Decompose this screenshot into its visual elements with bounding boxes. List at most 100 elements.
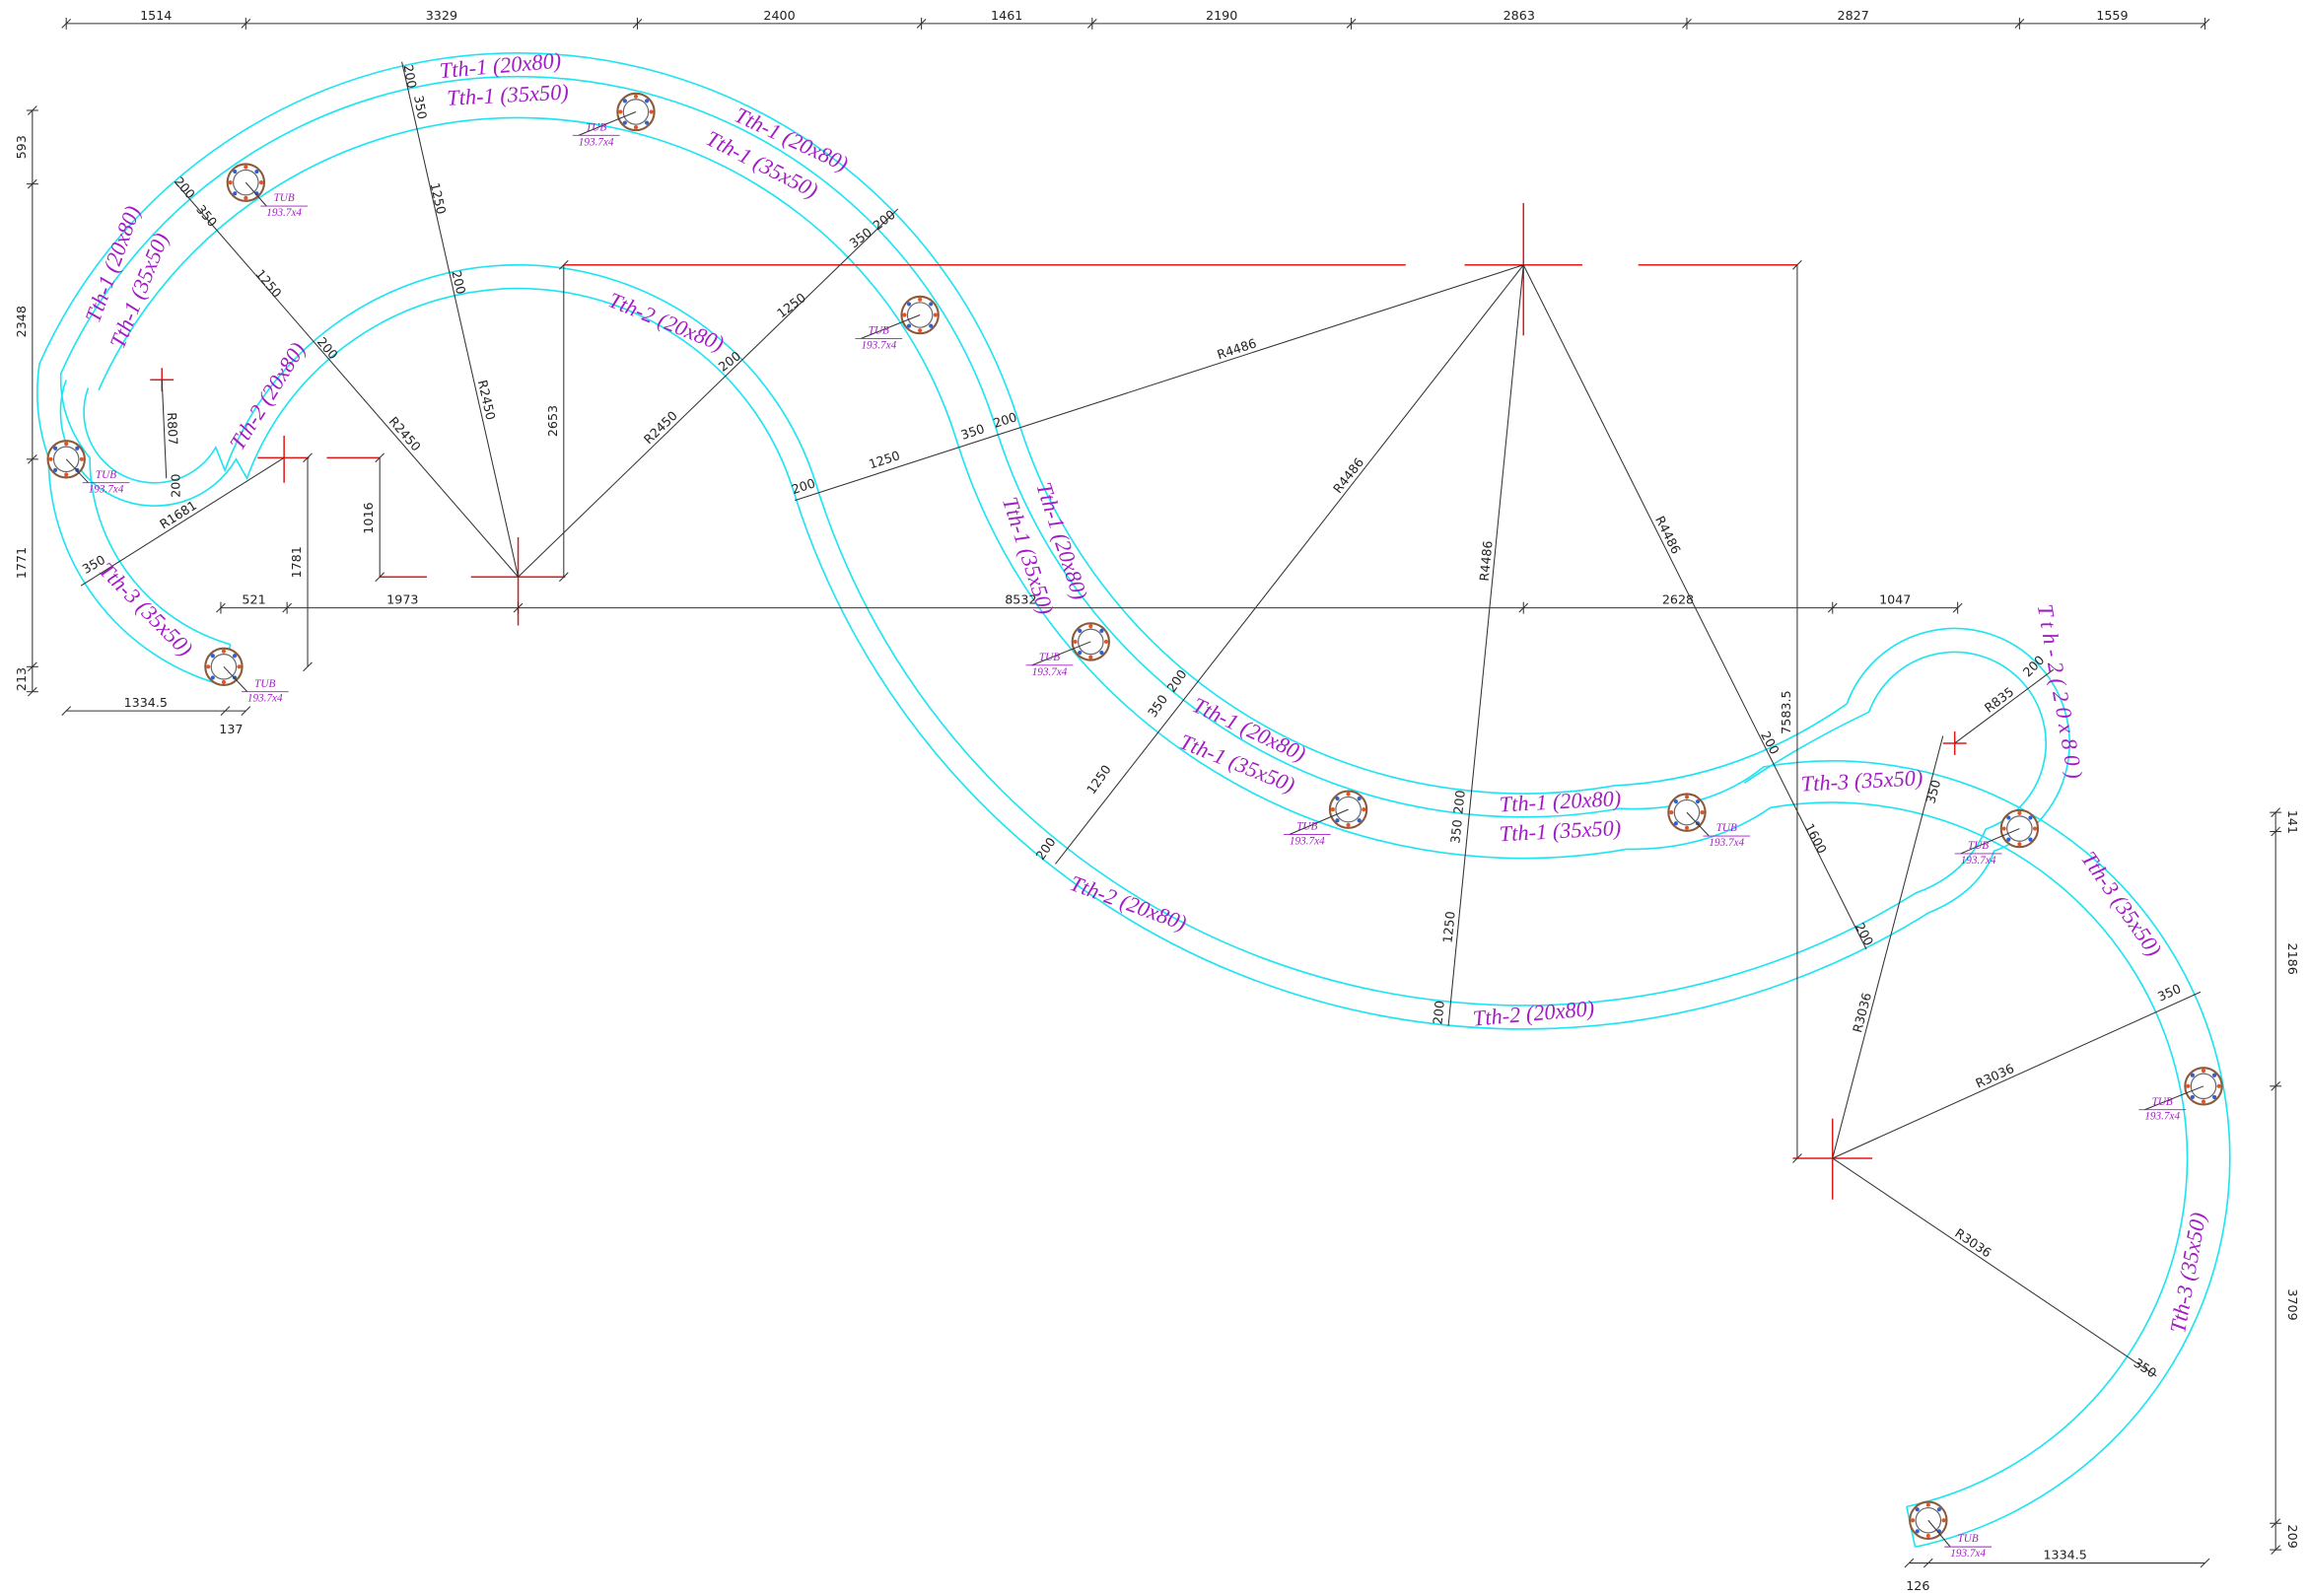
column-size: 193.7x4 xyxy=(1709,837,1744,849)
rebar xyxy=(1346,792,1350,796)
dimension-label: 7583.5 xyxy=(1779,690,1793,733)
column-size: 193.7x4 xyxy=(2144,1111,2180,1123)
dimension-label: 1461 xyxy=(991,8,1022,23)
beam-label: Tth-2 (20x80) xyxy=(1067,870,1190,936)
rebar xyxy=(2212,1074,2216,1077)
rebar xyxy=(1078,651,1082,655)
column-size: 193.7x4 xyxy=(861,339,896,351)
rebar xyxy=(1696,799,1700,803)
radius-line xyxy=(176,184,518,578)
dimension-label: 593 xyxy=(14,135,29,159)
rebar xyxy=(1358,818,1362,822)
rebar xyxy=(1331,807,1335,811)
rebar xyxy=(211,654,215,658)
rebar xyxy=(211,675,215,679)
rebar xyxy=(907,302,911,306)
rebar xyxy=(80,457,84,461)
rebar xyxy=(1104,640,1108,644)
dimension-label: 126 xyxy=(1906,1578,1929,1593)
rebar xyxy=(1099,651,1103,655)
segment-label: 350 xyxy=(2132,1355,2159,1381)
dimension-label: 1334.5 xyxy=(2043,1548,2086,1562)
radius-line xyxy=(1833,1158,2156,1376)
beam-label: Tth-3 (35x50) xyxy=(2076,847,2166,961)
segment-label: 350 xyxy=(959,421,987,443)
rebar xyxy=(918,298,922,302)
rebar xyxy=(2033,826,2037,830)
dimension-label: 209 xyxy=(2285,1525,2300,1549)
beam-label: Tth-1 (35x50) xyxy=(1499,815,1622,846)
rebar xyxy=(259,180,263,184)
rebar xyxy=(618,109,622,113)
segment-label: 350 xyxy=(411,95,430,120)
dimension-label: 3709 xyxy=(2285,1288,2300,1320)
beam-label: Tth-3 (35x50) xyxy=(2165,1211,2210,1335)
beam-label: Tth-2 (20x80) xyxy=(605,288,728,357)
rebar xyxy=(222,680,226,684)
segment-label: 350 xyxy=(2155,981,2183,1005)
segment-label: 1250 xyxy=(774,290,808,320)
beam-label: Tth-1 (20x80) xyxy=(1499,786,1622,816)
rebar xyxy=(1701,810,1705,814)
dimension-label: 1047 xyxy=(1879,592,1911,607)
rebar xyxy=(2028,815,2032,819)
beam-edge xyxy=(99,117,2187,1506)
beam-edge xyxy=(61,77,2230,1548)
segment-label: 1250 xyxy=(1439,911,1457,944)
rebar xyxy=(1362,807,1365,811)
rebar xyxy=(53,468,57,472)
column-size: 193.7x4 xyxy=(579,136,614,148)
radius-label: R807 xyxy=(165,412,180,446)
dimension-label: 2190 xyxy=(1206,8,1237,23)
rebar xyxy=(1685,795,1689,798)
rebar xyxy=(1099,629,1103,633)
radius-label: R4486 xyxy=(1652,514,1684,556)
column-size: 193.7x4 xyxy=(1961,855,1996,867)
dimension-label: 2400 xyxy=(763,8,795,23)
rebar xyxy=(75,447,79,451)
page: Beam layout drawing {"dimensions": { "to… xyxy=(0,0,2308,1596)
segment-label: 200 xyxy=(449,269,468,296)
dimension-label: 141 xyxy=(2285,810,2300,834)
rebar xyxy=(623,99,627,103)
dimension-label: 1559 xyxy=(2096,8,2128,23)
segment-label: 200 xyxy=(401,63,420,89)
beam-edge xyxy=(37,53,1847,794)
segment-label: 350 xyxy=(193,202,220,230)
rebar xyxy=(229,180,233,184)
rebar xyxy=(2202,1099,2205,1103)
dimension-label: 137 xyxy=(219,722,243,736)
rebar xyxy=(918,328,922,332)
dimension-label: 1334.5 xyxy=(124,695,168,710)
segment-label: 350 xyxy=(847,225,874,251)
rebar xyxy=(1078,629,1082,633)
segment-label: 350 xyxy=(1447,819,1464,845)
rebar xyxy=(1074,640,1078,644)
rebar xyxy=(645,99,649,103)
rebar xyxy=(1335,818,1339,822)
dimension-label: 1514 xyxy=(140,8,172,23)
rebar xyxy=(233,170,237,173)
rebar xyxy=(1358,797,1362,800)
rebar xyxy=(929,302,933,306)
dimension-label: 2653 xyxy=(545,405,560,437)
column-size: 193.7x4 xyxy=(247,693,283,705)
rebar xyxy=(1916,1507,1920,1511)
rebar xyxy=(2202,1069,2205,1073)
rebar xyxy=(2186,1084,2190,1088)
column-type: TUB xyxy=(869,324,889,336)
rebar xyxy=(206,664,210,668)
rebar xyxy=(623,120,627,124)
segment-label: 200 xyxy=(1430,1000,1446,1025)
rebar xyxy=(233,654,237,658)
dimension-label: 1973 xyxy=(386,592,418,607)
rebar xyxy=(1937,1507,1941,1511)
rebar xyxy=(64,472,68,476)
column-size: 193.7x4 xyxy=(1290,836,1325,848)
segment-label: 1250 xyxy=(427,181,449,216)
rebar xyxy=(2017,811,2021,815)
rebar xyxy=(2212,1095,2216,1099)
dimension-label: 1771 xyxy=(14,547,29,579)
rebar xyxy=(2217,1084,2221,1088)
rebar xyxy=(244,165,247,169)
